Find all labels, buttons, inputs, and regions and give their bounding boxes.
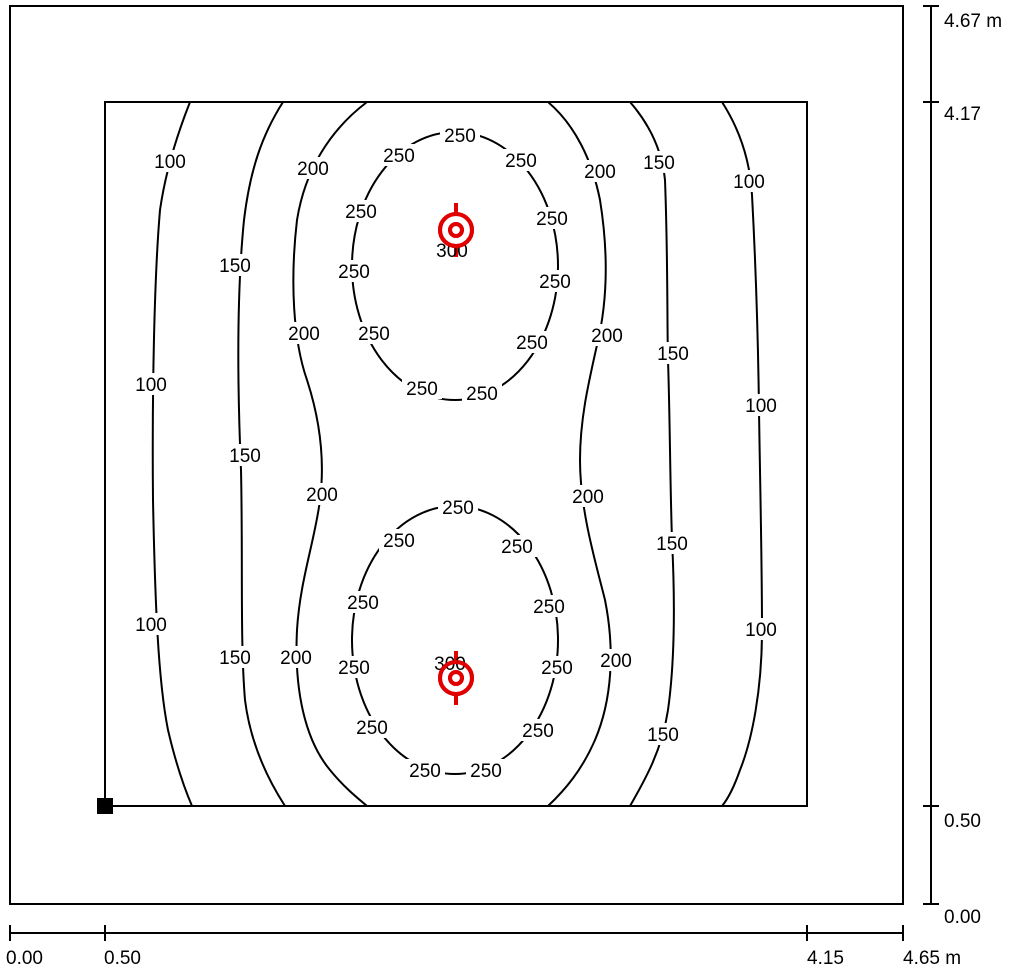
isoline-label: 100 (135, 375, 167, 396)
isoline-label: 250 (501, 537, 533, 558)
isoline-label: 150 (643, 153, 675, 174)
x-dimension-axis (9, 925, 904, 941)
isoline-label: 150 (656, 534, 688, 555)
isoline-label: 200 (591, 326, 623, 347)
x-tick-label: 4.65 m (903, 948, 961, 969)
x-axis-labels: 0.00 0.50 4.15 4.65 m (6, 948, 961, 969)
isoline-label: 100 (745, 396, 777, 417)
isoline-label: 100 (733, 172, 765, 193)
isoline-label: 200 (306, 485, 338, 506)
x-tick-label: 0.00 (6, 948, 43, 969)
isoline-label: 150 (219, 648, 251, 669)
isoline-label: 250 (522, 721, 554, 742)
isoline-label: 200 (572, 487, 604, 508)
isoline-150-right (629, 101, 675, 807)
y-tick-label: 4.67 m (944, 11, 1002, 32)
isoline-label: 100 (745, 620, 777, 641)
isoline-label: 150 (657, 344, 689, 365)
isoline-250-upper-ring (351, 131, 559, 401)
isoline-label: 250 (383, 531, 415, 552)
isoline-label: 250 (358, 324, 390, 345)
isoline-label: 250 (409, 761, 441, 782)
isoline-100-left (151, 101, 193, 807)
y-tick-label: 4.17 (944, 104, 981, 125)
isoline-label: 200 (288, 324, 320, 345)
isoline-label: 250 (444, 126, 476, 147)
y-axis-labels: 4.67 m 4.17 0.50 0.00 (944, 11, 1002, 928)
isoline-200-right (547, 101, 612, 807)
isoline-label: 200 (584, 162, 616, 183)
isoline-label: 100 (135, 615, 167, 636)
y-tick-label: 0.50 (944, 811, 981, 832)
isoline-label: 250 (505, 151, 537, 172)
isoline-label: 250 (406, 379, 438, 400)
isoline-label: 250 (383, 146, 415, 167)
isoline-label: 250 (347, 593, 379, 614)
origin-square-marker (97, 798, 113, 814)
isoline-label: 250 (442, 498, 474, 519)
luminaire-overlay (438, 212, 474, 696)
isoline-label: 250 (470, 761, 502, 782)
isoline-label: 250 (536, 209, 568, 230)
label-group-upper-ring: 250 250 250 250 250 250 250 250 250 250 … (334, 124, 575, 405)
isoline-label: 250 (345, 202, 377, 223)
isoline-label: 250 (338, 262, 370, 283)
x-tick-label: 4.15 (807, 948, 844, 969)
label-group-lower-ring: 250 250 250 250 250 250 250 250 250 250 … (334, 496, 577, 782)
isoline-label: 250 (539, 272, 571, 293)
calculation-area-outline (104, 101, 808, 807)
isoline-label: 150 (229, 446, 261, 467)
isoline-label: 250 (338, 658, 370, 679)
isoline-100-right (721, 101, 764, 807)
y-tick-label: 0.00 (944, 907, 981, 928)
isoline-label: 200 (600, 651, 632, 672)
label-group-outer: 100 150 200 200 150 100 100 150 200 200 … (131, 150, 781, 746)
isoline-label: 150 (219, 256, 251, 277)
isoline-label: 200 (297, 159, 329, 180)
isoline-label: 250 (356, 718, 388, 739)
isoline-label: 250 (466, 384, 498, 405)
isoline-label: 200 (280, 648, 312, 669)
isoline-label: 250 (516, 333, 548, 354)
isoline-150-left (237, 101, 286, 807)
x-tick-label: 0.50 (104, 948, 141, 969)
y-dimension-axis (923, 5, 939, 905)
isoline-labels: 100 150 200 200 150 100 100 150 200 200 … (131, 124, 781, 782)
isoline-label: 150 (647, 725, 679, 746)
isoline-label: 100 (154, 152, 186, 173)
isoline-label: 250 (533, 597, 565, 618)
room-outline (9, 5, 904, 905)
isoline-label: 250 (541, 658, 573, 679)
